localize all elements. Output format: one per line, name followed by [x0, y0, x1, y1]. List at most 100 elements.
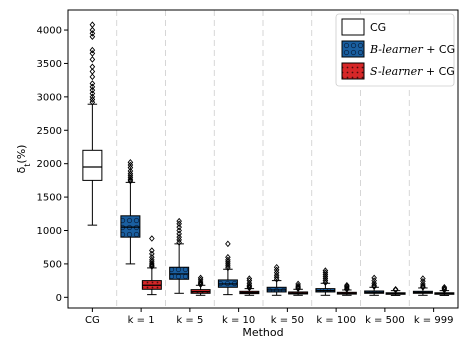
outlier-point [89, 46, 96, 54]
y-tick-label: 3500 [37, 59, 62, 70]
box-2-b-learner-cg [169, 217, 190, 294]
x-tick-label: k = 500 [365, 315, 405, 326]
outlier-point [371, 279, 377, 287]
outlier-point [371, 277, 377, 284]
y-tick-label: 4000 [37, 26, 62, 37]
box-3-s-learner-cg [239, 275, 260, 296]
x-tick-label: CG [85, 315, 100, 326]
outlier-point [89, 30, 96, 37]
outlier-point [273, 263, 280, 271]
outlier-point [89, 96, 96, 103]
box-0-cg [82, 21, 103, 226]
outlier-point [127, 159, 134, 166]
outlier-point [225, 253, 231, 261]
outlier-point [176, 220, 182, 228]
outlier-point [89, 93, 96, 101]
outlier-point [127, 161, 134, 169]
axes: 0 500 1000 1500 2000 2500 3000 3500 4000 CG k = 1 k… [15, 9, 459, 339]
x-tick-label: k = 1 [128, 315, 155, 326]
plot-frame [67, 9, 459, 309]
legend-label: S-learner + CG [370, 65, 455, 78]
outlier-point [420, 280, 426, 288]
box-2-s-learner-cg [190, 274, 211, 296]
outlier-point [322, 267, 329, 274]
box-7-s-learner-cg [434, 283, 455, 296]
outlier-point [89, 50, 96, 57]
outlier-point [89, 86, 96, 94]
legend-swatch [341, 18, 365, 36]
box-1-s-learner-cg [141, 235, 162, 296]
outlier-point [127, 164, 134, 171]
x-tick-label: k = 999 [414, 315, 454, 326]
outlier-point [197, 274, 204, 282]
outlier-point [149, 250, 155, 258]
box-3-b-learner-cg [217, 240, 238, 296]
y-tick-label: 1500 [37, 193, 62, 204]
legend-frame [335, 13, 455, 87]
outlier-point [273, 266, 280, 274]
outlier-point [420, 277, 426, 285]
outlier-point [89, 98, 96, 106]
outlier-point [420, 275, 426, 282]
outlier-point [89, 63, 96, 71]
x-axis-title: Method [242, 326, 283, 339]
box-4-s-learner-cg [288, 280, 309, 296]
outlier-point [344, 281, 350, 289]
y-tick-label: 500 [43, 259, 62, 270]
outlier-point [176, 230, 182, 238]
outlier-point [176, 223, 182, 231]
outlier-point [149, 256, 155, 264]
outlier-point [89, 33, 96, 41]
x-tick-label: k = 5 [176, 315, 203, 326]
box-1-b-learner-cg [120, 159, 141, 265]
box-5-b-learner-cg [315, 267, 336, 296]
box-iqr [82, 149, 103, 181]
legend: CG B-learner + CG S-learner + CG [335, 13, 455, 87]
box-4-b-learner-cg [266, 263, 287, 296]
box-iqr [120, 215, 141, 238]
x-tick-label: k = 100 [316, 315, 356, 326]
outlier-point [89, 90, 96, 97]
box-6-s-learner-cg [385, 285, 406, 296]
outlier-point [89, 68, 96, 75]
outlier-point [176, 239, 182, 246]
y-tick-label: 0 [56, 293, 62, 304]
outlier-point [225, 256, 231, 264]
outlier-point [273, 269, 280, 276]
outlier-point [89, 56, 96, 63]
outlier-point [149, 247, 155, 254]
outlier-point [246, 279, 253, 287]
outlier-point [371, 274, 377, 282]
outlier-point [176, 227, 182, 234]
outlier-point [441, 283, 448, 291]
y-tick-label: 1000 [37, 226, 62, 237]
outlier-point [273, 271, 280, 279]
outlier-point [149, 235, 155, 242]
outlier-point [225, 240, 231, 248]
y-tick-label: 3000 [37, 92, 62, 103]
outlier-point [127, 170, 134, 177]
y-tick-label: 2500 [37, 126, 62, 137]
outlier-point [176, 233, 182, 241]
x-tick-label: k = 10 [222, 315, 255, 326]
outlier-point [176, 217, 182, 225]
outlier-point [149, 253, 155, 261]
x-tick-label: k = 50 [271, 315, 304, 326]
outlier-point [176, 236, 182, 244]
legend-swatch [341, 40, 365, 58]
box-series [82, 21, 455, 296]
outlier-point [392, 285, 399, 293]
outlier-point [89, 73, 96, 81]
outlier-point [89, 80, 96, 87]
outlier-point [127, 167, 134, 175]
y-tick-label: 2000 [37, 159, 62, 170]
outlier-point [246, 275, 253, 282]
legend-swatch [341, 62, 365, 80]
outlier-point [89, 26, 96, 34]
outlier-point [89, 83, 96, 91]
outlier-point [89, 21, 96, 28]
legend-label: B-learner + CG [369, 43, 455, 56]
outlier-point [295, 280, 301, 288]
